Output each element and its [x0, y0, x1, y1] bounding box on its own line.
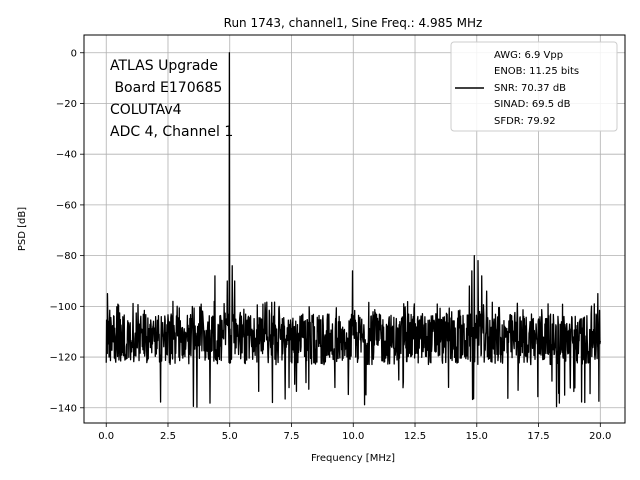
y-tick-label: −40: [56, 150, 77, 161]
x-tick-label: 5.0: [222, 431, 238, 442]
y-tick-label: −80: [56, 251, 77, 262]
y-axis: 0 −20 −40 −60 −80 −100 −120 −140: [50, 48, 84, 414]
annotation-line: ADC 4, Channel 1: [110, 124, 233, 140]
legend-entry-line: AWG: 6.9 Vpp: [494, 50, 563, 61]
annotation-line: COLUTAv4: [110, 102, 182, 118]
y-tick-label: −60: [56, 200, 77, 211]
legend-entry-line: ENOB: 11.25 bits: [494, 66, 579, 77]
board-annotation: ATLAS Upgrade Board E170685 COLUTAv4 ADC…: [110, 58, 233, 140]
axes-frame: [83, 34, 626, 424]
x-tick-label: 0.0: [98, 431, 114, 442]
annotation-line: ATLAS Upgrade: [110, 58, 218, 74]
x-tick-label: 10.0: [342, 431, 364, 442]
chart-title: Run 1743, channel1, Sine Freq.: 4.985 MH…: [224, 16, 483, 30]
x-tick-label: 15.0: [466, 431, 488, 442]
y-tick-label: −120: [50, 353, 77, 364]
psd-series-line: [105, 52, 601, 408]
x-tick-label: 17.5: [527, 431, 549, 442]
legend-entry-line: SINAD: 69.5 dB: [494, 99, 571, 110]
annotation-line: Board E170685: [110, 80, 222, 96]
x-tick-label: 20.0: [589, 431, 611, 442]
y-tick-label: −140: [50, 403, 77, 414]
x-tick-label: 7.5: [284, 431, 300, 442]
legend-entry-line: SNR: 70.37 dB: [494, 83, 566, 94]
legend-box: [450, 41, 618, 132]
x-axis-label: Frequency [MHz]: [311, 453, 395, 464]
y-tick-label: 0: [71, 48, 77, 59]
x-tick-label: 2.5: [160, 431, 176, 442]
legend: AWG: 6.9 Vpp ENOB: 11.25 bits SNR: 70.37…: [450, 41, 618, 132]
x-axis: 0.0 2.5 5.0 7.5 10.0 12.5 15.0 17.5 20.0: [98, 423, 611, 442]
y-axis-label: PSD [dB]: [17, 207, 28, 251]
x-tick-label: 12.5: [404, 431, 426, 442]
legend-entry-line: SFDR: 79.92: [494, 116, 556, 127]
y-tick-label: −100: [50, 302, 77, 313]
y-tick-label: −20: [56, 99, 77, 110]
